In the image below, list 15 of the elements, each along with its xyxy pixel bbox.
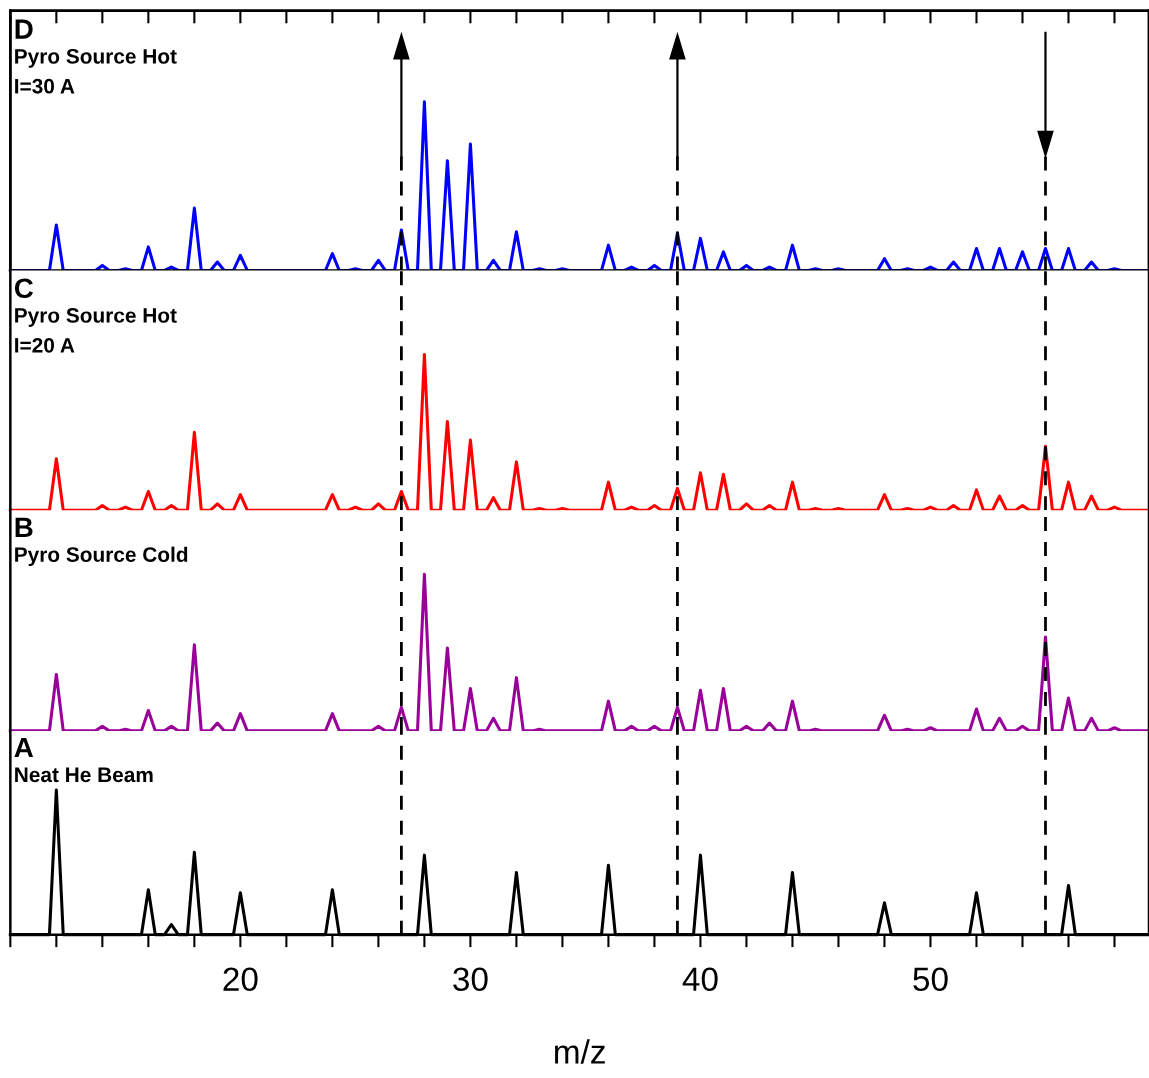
text: C: [14, 278, 34, 299]
x-tick-label: 50: [913, 967, 948, 992]
text: I=30 A: [15, 78, 75, 94]
x-tick-label: 40: [682, 967, 718, 992]
text: Pyro Source Cold: [15, 546, 188, 567]
text: Pyro Source Hot: [15, 48, 177, 68]
text: D: [15, 19, 33, 39]
text: Neat He Beam: [15, 767, 153, 783]
text: Pyro Source Hot: [15, 308, 177, 327]
x-axis-title: m/z: [555, 1039, 605, 1064]
text: I=20 A: [15, 337, 75, 353]
text: B: [15, 517, 33, 537]
x-tick-label: 20: [223, 967, 258, 992]
x-tick-label: 30: [453, 967, 488, 992]
text: A: [14, 738, 34, 758]
